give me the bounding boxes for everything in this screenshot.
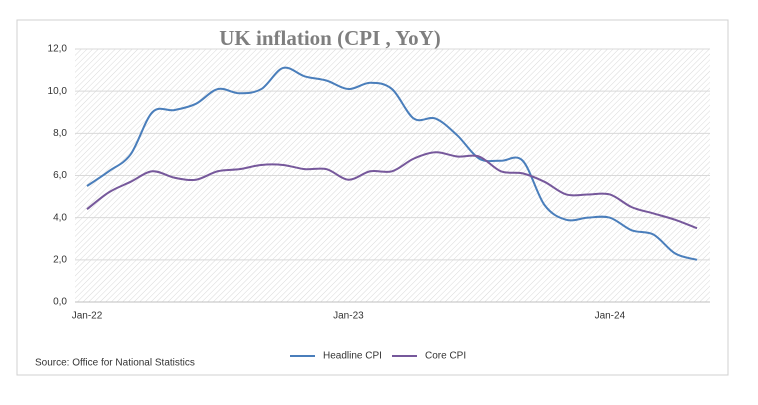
chart-title: UK inflation (CPI , YoY) [219,26,440,50]
source-note: Source: Office for National Statistics [35,358,195,369]
legend-label: Core CPI [425,351,466,362]
legend-label: Headline CPI [323,351,382,362]
y-tick-label: 2,0 [53,254,67,265]
y-tick-label: 4,0 [53,212,67,223]
y-tick-label: 10,0 [48,86,68,97]
y-tick-label: 0,0 [53,297,67,308]
y-tick-label: 12,0 [48,44,68,55]
y-tick-label: 6,0 [53,170,67,181]
x-tick-label: Jan-23 [333,311,364,322]
y-tick-label: 8,0 [53,128,67,139]
x-tick-label: Jan-24 [595,311,626,322]
series-line [86,66,698,261]
series-line [86,151,698,230]
x-tick-label: Jan-22 [72,311,103,322]
